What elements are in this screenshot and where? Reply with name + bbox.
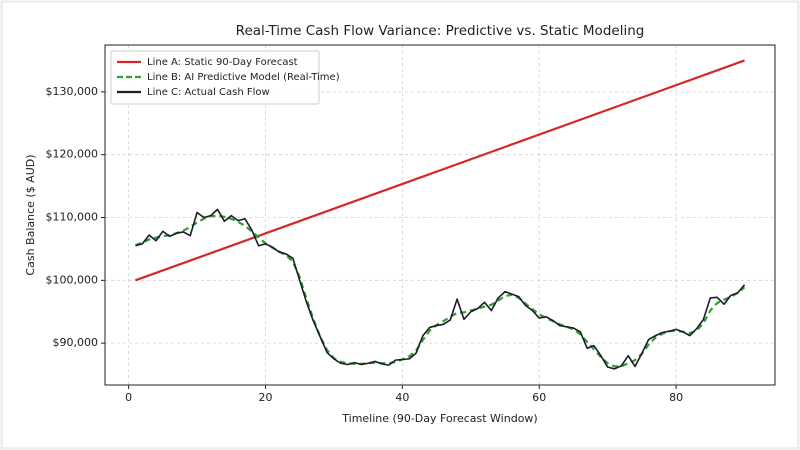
x-tick-label: 80	[669, 391, 683, 404]
x-tick-label: 0	[125, 391, 132, 404]
chart-title: Real-Time Cash Flow Variance: Predictive…	[236, 23, 645, 39]
x-tick-label: 40	[395, 391, 409, 404]
legend: Line A: Static 90-Day Forecast Line B: AI…	[110, 50, 340, 105]
x-tick-label: 60	[532, 391, 546, 404]
y-tick-label: $100,000	[46, 273, 99, 286]
y-tick-label: $130,000	[46, 85, 99, 98]
series-line	[135, 59, 745, 282]
x-tick-label: 20	[258, 391, 272, 404]
y-tick-label: $90,000	[53, 336, 99, 349]
series-line	[135, 208, 746, 370]
legend-label: Line C: Actual Cash Flow	[147, 87, 270, 98]
plot-frame	[104, 44, 776, 386]
legend-box	[110, 50, 320, 105]
y-tick-label: $120,000	[46, 148, 99, 161]
legend-label: Line B: AI Predictive Model (Real-Time)	[147, 72, 340, 83]
y-axis-label: Cash Balance ($ AUD)	[24, 154, 37, 275]
x-axis-label: Timeline (90-Day Forecast Window)	[341, 412, 537, 425]
y-tick-label: $110,000	[46, 211, 99, 224]
legend-label: Line A: Static 90-Day Forecast	[147, 57, 298, 68]
